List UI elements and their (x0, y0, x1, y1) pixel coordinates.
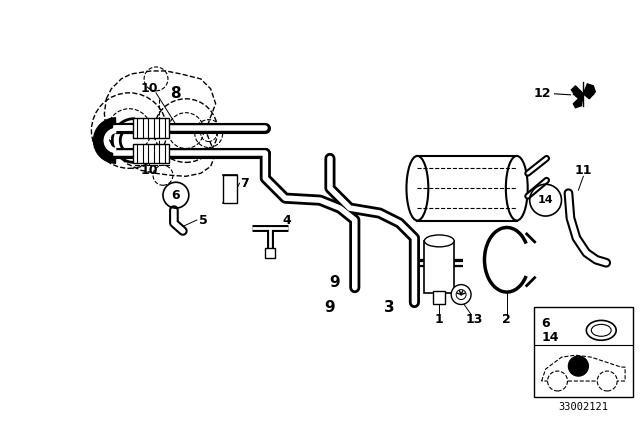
Text: 14: 14 (541, 331, 559, 344)
Text: 11: 11 (575, 164, 592, 177)
Text: 9: 9 (330, 275, 340, 290)
Ellipse shape (586, 320, 616, 340)
Text: 14: 14 (538, 195, 554, 205)
Circle shape (568, 356, 588, 376)
Text: 8: 8 (171, 86, 181, 101)
Ellipse shape (424, 235, 454, 247)
Bar (424, 241, 454, 293)
Bar (534, 307, 633, 397)
Text: 10: 10 (140, 82, 158, 95)
Polygon shape (573, 94, 583, 108)
Bar (133, 143, 169, 164)
Bar (417, 156, 516, 220)
Text: 12: 12 (534, 87, 552, 100)
Bar (266, 248, 275, 258)
Text: 4: 4 (282, 214, 291, 227)
Text: 3: 3 (384, 300, 395, 315)
Text: 9: 9 (324, 300, 335, 315)
Text: 13: 13 (465, 313, 483, 326)
Circle shape (456, 289, 466, 300)
Circle shape (597, 371, 617, 391)
Bar (223, 175, 237, 203)
Text: 6: 6 (172, 189, 180, 202)
Bar (133, 118, 169, 138)
Ellipse shape (591, 324, 611, 336)
Polygon shape (583, 84, 595, 99)
Ellipse shape (506, 156, 528, 220)
Bar (433, 291, 445, 305)
Ellipse shape (406, 156, 428, 220)
Text: 10: 10 (140, 164, 158, 177)
Circle shape (548, 371, 568, 391)
Circle shape (451, 284, 471, 305)
Text: 6: 6 (541, 317, 550, 330)
Text: 7: 7 (241, 177, 249, 190)
Text: 33002121: 33002121 (558, 402, 609, 412)
Text: 1: 1 (435, 313, 444, 326)
Polygon shape (572, 86, 583, 100)
Text: 5: 5 (199, 214, 207, 227)
Text: 2: 2 (502, 313, 511, 326)
